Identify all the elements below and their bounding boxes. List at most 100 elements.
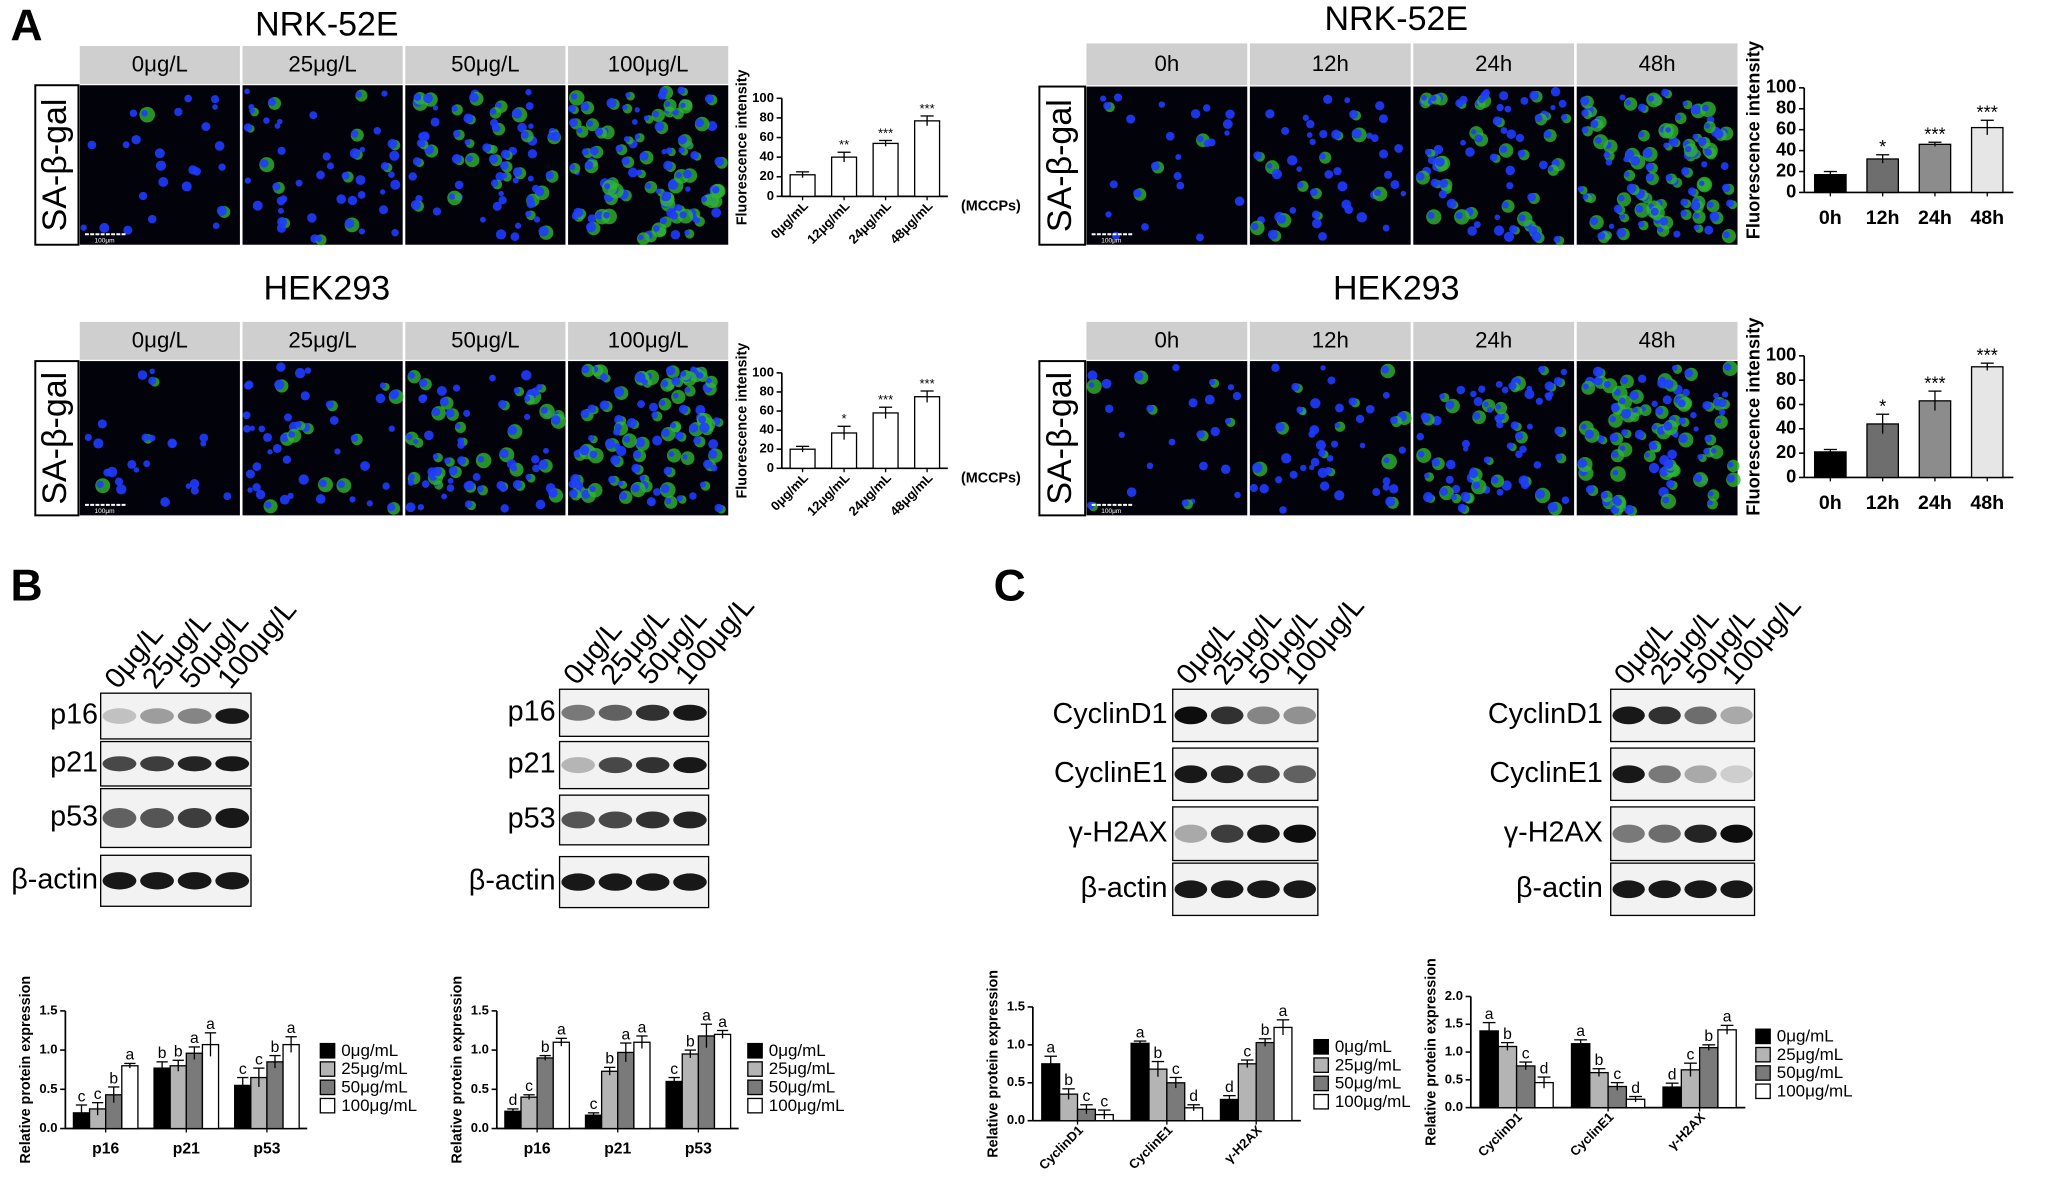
- cell-nucleus: [1608, 223, 1615, 229]
- blot-row-label: β-actin: [469, 865, 556, 897]
- cell-nucleus: [1146, 404, 1154, 413]
- cell-nucleus: [510, 232, 520, 242]
- cell-nucleus: [355, 91, 362, 98]
- x-tick-label: CyclinE1: [1567, 1109, 1617, 1159]
- column-header-label: 100μg/L: [608, 327, 689, 352]
- cell-nucleus: [212, 222, 220, 230]
- x-tick-label: 24h: [1918, 207, 1952, 229]
- cell-nucleus: [1580, 423, 1587, 430]
- cell-nucleus: [489, 108, 497, 115]
- cell-nucleus: [1417, 450, 1425, 458]
- cell-nucleus: [1515, 450, 1523, 459]
- cell-nucleus: [1472, 481, 1481, 490]
- blot-band: [102, 708, 137, 724]
- cell-nucleus: [218, 163, 226, 171]
- cell-nucleus: [452, 384, 461, 392]
- significance-label: c: [525, 1078, 533, 1095]
- cell-nucleus: [1427, 212, 1435, 219]
- y-tick-label: 60: [759, 402, 774, 417]
- cell-nucleus: [680, 370, 687, 377]
- cell-nucleus: [581, 365, 590, 374]
- significance-label: a: [190, 1030, 199, 1047]
- cell-nucleus: [689, 492, 697, 500]
- cell-nucleus: [1642, 148, 1653, 159]
- significance-label: a: [702, 1008, 711, 1025]
- cell-nucleus: [387, 503, 396, 512]
- significance-label: b: [109, 1070, 118, 1087]
- cell-nucleus: [517, 122, 527, 133]
- cell-nucleus: [366, 500, 373, 507]
- cell-nucleus: [1702, 400, 1712, 411]
- cell-nucleus: [1629, 390, 1639, 401]
- cell-nucleus: [413, 93, 422, 101]
- cell-nucleus: [1494, 214, 1501, 221]
- blot-band: [1210, 824, 1244, 843]
- cell-nucleus: [1253, 151, 1262, 160]
- blot-band: [140, 808, 174, 829]
- cell-nucleus: [585, 222, 597, 233]
- significance-label: ***: [878, 392, 893, 407]
- cell-nucleus: [1220, 464, 1231, 474]
- cell-nucleus: [1526, 423, 1533, 430]
- cell-nucleus: [155, 160, 167, 171]
- blot-row-label: γ-H2AX: [1504, 816, 1603, 848]
- cell-nucleus: [1416, 432, 1425, 441]
- cell-nucleus: [1315, 440, 1326, 451]
- y-tick-label: 20: [1776, 441, 1796, 462]
- cell-nucleus: [214, 141, 225, 151]
- x-tick-label: 12μg/mL: [804, 198, 853, 247]
- legend-label: 50μg/mL: [1777, 1063, 1843, 1082]
- x-tick-label: γ-H2AX: [1665, 1109, 1709, 1153]
- cell-nucleus: [1492, 116, 1503, 126]
- cell-nucleus: [499, 448, 509, 459]
- row-label: SA-β-gal: [1041, 372, 1079, 505]
- blot-band: [215, 756, 250, 772]
- cell-nucleus: [243, 123, 253, 132]
- cell-nucleus: [545, 171, 554, 180]
- cell-nucleus: [1379, 149, 1389, 159]
- x-tick-label: 12h: [1866, 207, 1900, 229]
- cell-nucleus: [1612, 470, 1619, 476]
- bar: [1698, 1046, 1719, 1109]
- cell-nucleus: [525, 89, 532, 96]
- cell-nucleus: [533, 216, 541, 223]
- cell-nucleus: [451, 105, 458, 112]
- cell-nucleus: [1603, 151, 1611, 159]
- cell-nucleus: [1519, 445, 1527, 453]
- y-tick-label: 1.0: [1445, 1044, 1463, 1059]
- cell-nucleus: [1279, 506, 1287, 514]
- cell-nucleus: [432, 105, 439, 111]
- cell-nucleus: [408, 371, 416, 379]
- cell-nucleus: [1289, 206, 1297, 214]
- blot-band: [1648, 824, 1681, 843]
- cell-nucleus: [587, 404, 597, 414]
- cell-nucleus: [1701, 161, 1708, 168]
- bar: [282, 1043, 300, 1130]
- cell-nucleus: [676, 495, 683, 502]
- column-header: [568, 321, 729, 360]
- cell-nucleus: [350, 434, 359, 442]
- cell-nucleus: [1697, 136, 1707, 146]
- cell-nucleus: [1227, 384, 1235, 391]
- significance-label: c: [1613, 1066, 1621, 1083]
- cell-nucleus: [358, 228, 366, 235]
- blot-band: [177, 808, 212, 829]
- significance-label: d: [1668, 1066, 1677, 1083]
- cell-nucleus: [379, 382, 387, 389]
- cell-nucleus: [432, 207, 442, 216]
- significance-label: a: [1136, 1024, 1145, 1041]
- cell-nucleus: [307, 213, 317, 223]
- cell-nucleus: [1526, 385, 1533, 392]
- cell-nucleus: [341, 171, 350, 180]
- cell-nucleus: [469, 92, 479, 103]
- bar: [266, 1061, 284, 1130]
- cell-nucleus: [211, 95, 220, 104]
- blot-band: [1648, 765, 1681, 784]
- cell-nucleus: [418, 394, 427, 404]
- y-tick-label: 0.5: [1007, 1074, 1025, 1089]
- cell-nucleus: [1610, 402, 1620, 413]
- row-label-box: [34, 360, 80, 517]
- legend-label: 0μg/mL: [1777, 1027, 1834, 1046]
- cell-nucleus: [1375, 101, 1385, 111]
- significance-label: b: [1503, 1026, 1512, 1043]
